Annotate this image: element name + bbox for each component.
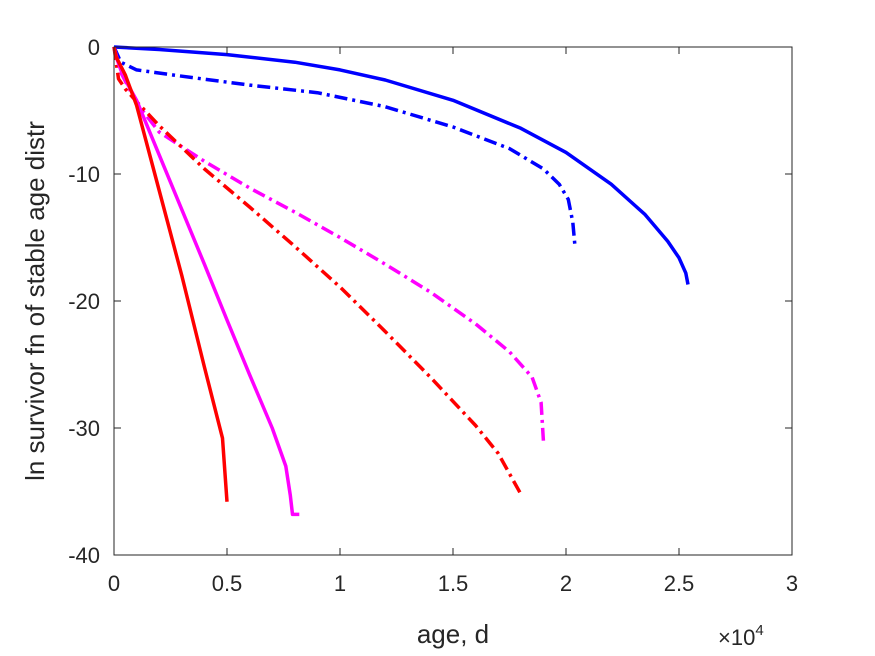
axes-layer: 0 0.5 1 1.5 2 2.5 3 0 -10 -20 -30 -40 bbox=[68, 35, 798, 596]
x-tick-label: 2.5 bbox=[664, 571, 695, 596]
x-axis-exponent-label: ×104 bbox=[718, 622, 764, 650]
x-axis-exponent-base: ×10 bbox=[718, 625, 755, 650]
plot-background bbox=[114, 47, 792, 555]
series-layer bbox=[112, 45, 690, 517]
x-tick-label: 3 bbox=[786, 571, 798, 596]
series-line-2 bbox=[112, 46, 577, 247]
x-tick-label: 0 bbox=[108, 571, 120, 596]
plot-area bbox=[114, 47, 792, 555]
y-axis-label: ln survivor fn of stable age distr bbox=[20, 121, 50, 481]
x-axis-label: age, d bbox=[417, 619, 489, 649]
series-line-5 bbox=[112, 46, 300, 517]
y-tick-label: -30 bbox=[68, 416, 100, 441]
x-tick-label: 1.5 bbox=[438, 571, 469, 596]
x-tick-label: 2 bbox=[560, 571, 572, 596]
series-line-1 bbox=[113, 45, 690, 285]
x-tick-label: 1 bbox=[334, 571, 346, 596]
series-line-6 bbox=[112, 46, 229, 502]
y-tick-label: -10 bbox=[68, 162, 100, 187]
x-tick-label: 0.5 bbox=[212, 571, 243, 596]
y-tick-label: 0 bbox=[88, 35, 100, 60]
y-tick-label: -20 bbox=[68, 289, 100, 314]
series-line-4 bbox=[112, 46, 523, 495]
y-tick-label: -40 bbox=[68, 543, 100, 568]
x-axis-exponent-power: 4 bbox=[755, 622, 763, 639]
series-line-3 bbox=[112, 46, 546, 441]
